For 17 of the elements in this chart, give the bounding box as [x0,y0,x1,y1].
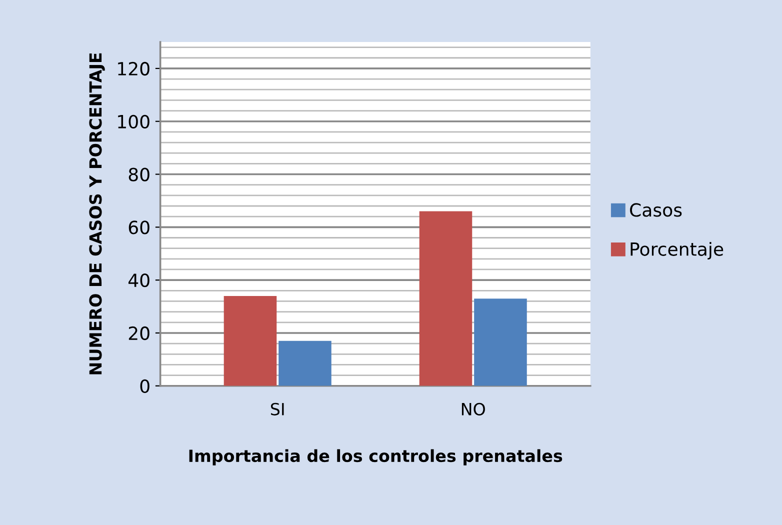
x-tick-label: SI [270,402,284,416]
y-tick-label: 40 [128,274,150,288]
y-tick-label: 0 [140,379,150,393]
y-tick-label: 80 [128,168,150,182]
legend-label: Casos [630,203,682,217]
bar [278,340,332,386]
bar [419,211,472,386]
y-tick-label: 60 [128,220,150,234]
y-axis-title: NUMERO DE CASOS Y PORCENTAJE [89,53,105,374]
y-tick-label: 100 [118,114,150,128]
y-tick-label: 20 [128,326,150,340]
bar [474,298,527,386]
x-tick-label: NO [462,402,485,416]
legend-label: Porcentaje [630,242,724,260]
y-tick-label: 120 [118,62,150,76]
bar [224,296,277,386]
x-axis-title: Importancia de los controles prenatales [189,449,562,466]
